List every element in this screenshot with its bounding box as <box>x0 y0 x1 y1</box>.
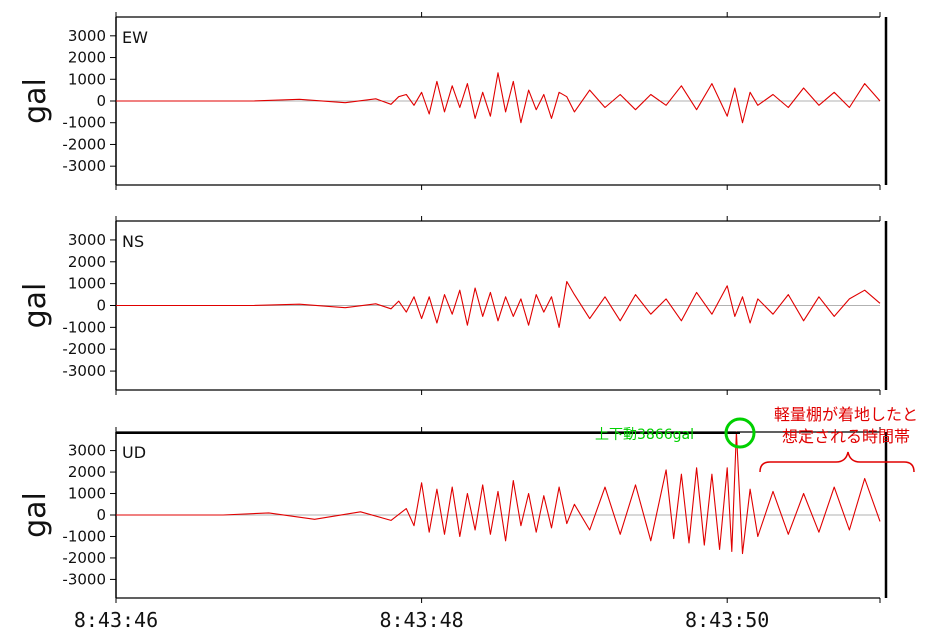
y-tick-label: 1000 <box>68 485 106 503</box>
note-brace <box>759 451 915 473</box>
panel-title: EW <box>122 28 148 47</box>
note-line-1: 軽量棚が着地したと <box>774 405 918 424</box>
y-tick-label: 0 <box>96 297 106 315</box>
y-tick-label: 3000 <box>68 442 106 460</box>
y-axis-label: gal <box>18 492 53 538</box>
panel-title: NS <box>122 232 144 251</box>
y-tick-label: 3000 <box>68 27 106 45</box>
y-tick-label: 0 <box>96 92 106 110</box>
y-tick-label: 2000 <box>68 463 106 481</box>
y-tick-label: 1000 <box>68 275 106 293</box>
y-tick-label: -2000 <box>62 135 106 153</box>
panel-title: UD <box>122 443 146 462</box>
x-tick-label: 8:43:46 <box>74 608 158 632</box>
y-tick-label: 1000 <box>68 70 106 88</box>
peak-label: 上下動3866gal <box>595 427 694 443</box>
y-tick-label: -2000 <box>62 340 106 358</box>
note-line-2: 想定される時間帯 <box>782 427 910 446</box>
y-tick-label: 2000 <box>68 49 106 67</box>
y-tick-label: -2000 <box>62 549 106 567</box>
series-line <box>116 280 881 328</box>
series-line <box>116 431 881 555</box>
y-tick-label: 0 <box>96 506 106 524</box>
y-axis-label: gal <box>18 283 53 329</box>
annotations: 上下動3866gal 軽量棚が着地したと 想定される時間帯 <box>116 405 918 473</box>
y-tick-label: -3000 <box>62 157 106 175</box>
y-tick-label: -3000 <box>62 362 106 380</box>
y-axis-label: gal <box>18 78 53 124</box>
x-axis: 8:43:46 8:43:48 8:43:50 <box>74 608 769 632</box>
y-tick-label: 2000 <box>68 253 106 271</box>
peak-circle <box>724 417 756 449</box>
y-tick-label: -3000 <box>62 570 106 588</box>
y-tick-label: 3000 <box>68 231 106 249</box>
series-line <box>116 72 881 124</box>
x-tick-label: 8:43:48 <box>379 608 463 632</box>
x-tick-label: 8:43:50 <box>685 608 769 632</box>
panel-ew: 3000 2000 1000 0 -1000 -2000 -3000 gal EW <box>18 12 888 190</box>
y-tick-label: -1000 <box>62 318 106 336</box>
panel-ns: 3000 2000 1000 0 -1000 -2000 -3000 gal NS <box>18 216 888 395</box>
y-tick-label: -1000 <box>62 527 106 545</box>
y-tick-label: -1000 <box>62 114 106 132</box>
panel-ud: 3000 2000 1000 0 -1000 -2000 -3000 gal UD <box>18 427 888 603</box>
